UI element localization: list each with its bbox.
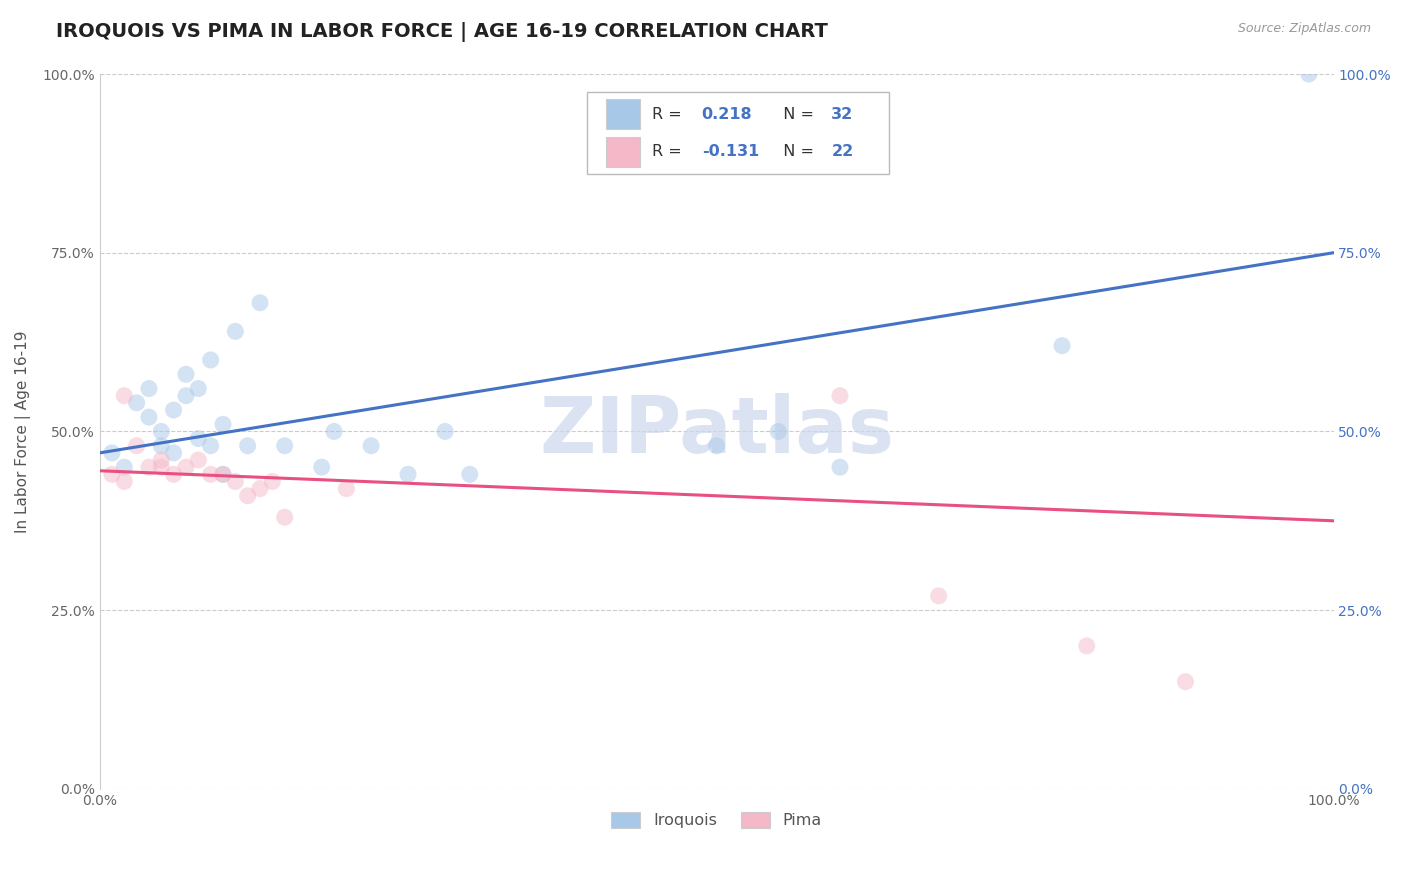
Point [187, 453, 209, 467]
Text: 22: 22 [831, 145, 853, 160]
Point [125, 396, 148, 410]
Point [311, 460, 333, 475]
Point [212, 467, 235, 482]
Point [125, 439, 148, 453]
Text: -0.131: -0.131 [702, 145, 759, 160]
Legend: Iroquois, Pima: Iroquois, Pima [605, 805, 828, 835]
Point [928, 589, 950, 603]
Point [200, 439, 222, 453]
Text: N =: N = [773, 107, 820, 121]
Point [187, 382, 209, 396]
Point [768, 425, 790, 439]
Point [396, 467, 419, 482]
Point [150, 439, 173, 453]
Point [200, 467, 222, 482]
Point [162, 403, 184, 417]
Point [434, 425, 457, 439]
Text: 32: 32 [831, 107, 853, 121]
Point [150, 453, 173, 467]
Point [706, 439, 728, 453]
Point [162, 446, 184, 460]
FancyBboxPatch shape [606, 99, 640, 129]
Point [249, 295, 271, 310]
Point [212, 467, 235, 482]
Point [828, 389, 851, 403]
Point [458, 467, 481, 482]
Point [150, 460, 173, 475]
Point [1174, 674, 1197, 689]
Point [138, 410, 160, 425]
Point [828, 460, 851, 475]
Text: N =: N = [773, 145, 820, 160]
FancyBboxPatch shape [586, 92, 890, 174]
Point [323, 425, 346, 439]
Point [224, 475, 246, 489]
Point [1050, 339, 1073, 353]
Y-axis label: In Labor Force | Age 16-19: In Labor Force | Age 16-19 [15, 330, 31, 533]
Point [150, 425, 173, 439]
Point [1076, 639, 1098, 653]
Text: IROQUOIS VS PIMA IN LABOR FORCE | AGE 16-19 CORRELATION CHART: IROQUOIS VS PIMA IN LABOR FORCE | AGE 16… [56, 22, 828, 42]
Text: R =: R = [652, 145, 688, 160]
Point [101, 467, 124, 482]
Text: 0.218: 0.218 [702, 107, 752, 121]
Point [273, 439, 295, 453]
Point [236, 489, 259, 503]
Point [174, 389, 197, 403]
Point [112, 460, 135, 475]
Point [360, 439, 382, 453]
Text: Source: ZipAtlas.com: Source: ZipAtlas.com [1237, 22, 1371, 36]
Point [187, 432, 209, 446]
Point [174, 368, 197, 382]
Point [273, 510, 295, 524]
Point [249, 482, 271, 496]
Point [112, 475, 135, 489]
Point [138, 460, 160, 475]
Point [174, 460, 197, 475]
Point [236, 439, 259, 453]
FancyBboxPatch shape [606, 136, 640, 167]
Point [224, 324, 246, 338]
Point [1298, 67, 1320, 81]
Point [212, 417, 235, 432]
Text: R =: R = [652, 107, 688, 121]
Point [112, 389, 135, 403]
Point [138, 382, 160, 396]
Point [200, 353, 222, 368]
Point [162, 467, 184, 482]
Point [335, 482, 357, 496]
Point [262, 475, 284, 489]
Text: ZIPatlas: ZIPatlas [538, 393, 894, 469]
Point [101, 446, 124, 460]
